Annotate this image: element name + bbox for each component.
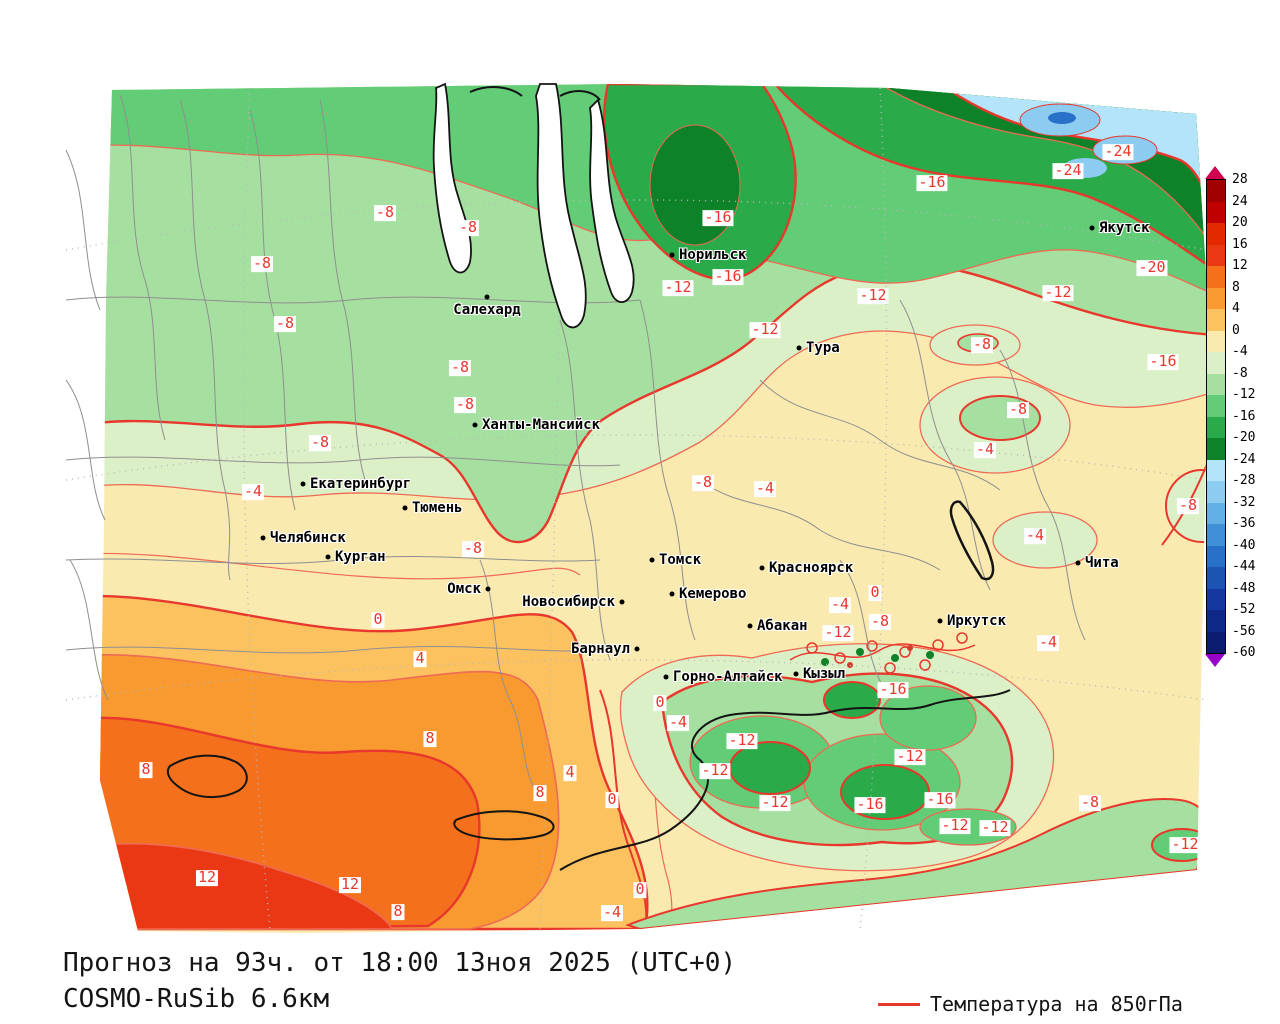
colorbar-tick: -56 [1232, 623, 1256, 639]
colorbar-tick: 28 [1232, 172, 1248, 187]
colorbar-tick: -40 [1232, 537, 1256, 553]
colorbar-arrow-top [1205, 166, 1225, 179]
colorbar-tick: 8 [1232, 279, 1240, 295]
colorbar-cell [1207, 330, 1225, 352]
colorbar-tick: -36 [1232, 516, 1256, 531]
colorbar-tick: -24 [1232, 451, 1256, 467]
colorbar-tick: -32 [1232, 494, 1256, 510]
colorbar-cell [1207, 180, 1225, 202]
colorbar-cell [1207, 201, 1225, 223]
colorbar-cell [1207, 610, 1225, 632]
colorbar-tick: 12 [1232, 258, 1248, 273]
colorbar-cell [1207, 459, 1225, 481]
colorbar-cells [1206, 179, 1226, 654]
colorbar-cell [1207, 373, 1225, 395]
colorbar-tick: 20 [1232, 215, 1248, 230]
colorbar-tick: -52 [1232, 602, 1256, 617]
colorbar-cell [1207, 223, 1225, 245]
colorbar-tick: -28 [1232, 473, 1256, 488]
colorbar-cell [1207, 352, 1225, 374]
legend: Температура на 850гПа [878, 992, 1183, 1016]
colorbar-tick: 0 [1232, 322, 1240, 338]
colorbar-cell [1207, 438, 1225, 460]
forecast-info: Прогноз на 93ч. от 18:00 13ноя 2025 (UTC… [63, 948, 737, 978]
colorbar-cell [1207, 416, 1225, 438]
colorbar-cell [1207, 631, 1225, 653]
national-borders [559, 689, 1011, 871]
colorbar-cell [1207, 266, 1225, 288]
colorbar-cell [1207, 502, 1225, 524]
colorbar-tick: -48 [1232, 580, 1256, 596]
colorbar-tick: -44 [1232, 559, 1256, 574]
colorbar-cell [1207, 244, 1225, 266]
legend-label: Температура на 850гПа [930, 992, 1183, 1016]
colorbar-tick: -4 [1232, 344, 1248, 359]
colorbar-cell [1207, 567, 1225, 589]
colorbar-tick: 24 [1232, 193, 1248, 209]
colorbar-tick: 16 [1232, 236, 1248, 252]
colorbar-tick: -8 [1232, 365, 1248, 381]
colorbar-tick: -20 [1232, 430, 1256, 445]
colorbar-cell [1207, 588, 1225, 610]
colorbar-cell [1207, 395, 1225, 417]
colorbar-tick: -16 [1232, 408, 1256, 424]
colorbar-cell [1207, 309, 1225, 331]
temperature-fill-layer [100, 84, 1209, 933]
colorbar-cell [1207, 545, 1225, 567]
colorbar-tick: -12 [1232, 387, 1256, 402]
graticule-lines [65, 87, 1208, 931]
colorbar-tick: 4 [1232, 301, 1240, 316]
model-info: COSMO-RuSib 6.6км [63, 984, 330, 1014]
colorbar-cell [1207, 481, 1225, 503]
legend-line-swatch [878, 1002, 920, 1006]
lakes [166, 500, 995, 841]
colorbar-arrow-bottom [1205, 654, 1225, 667]
colorbar-cell [1207, 287, 1225, 309]
colorbar-tick: -60 [1232, 645, 1256, 660]
colorbar: 28 24 20 16 12 8 4 0 -4 -8 -12 -16 -20 -24 -28 -32 -36 -4… [1205, 166, 1255, 667]
colorbar-cell [1207, 524, 1225, 546]
